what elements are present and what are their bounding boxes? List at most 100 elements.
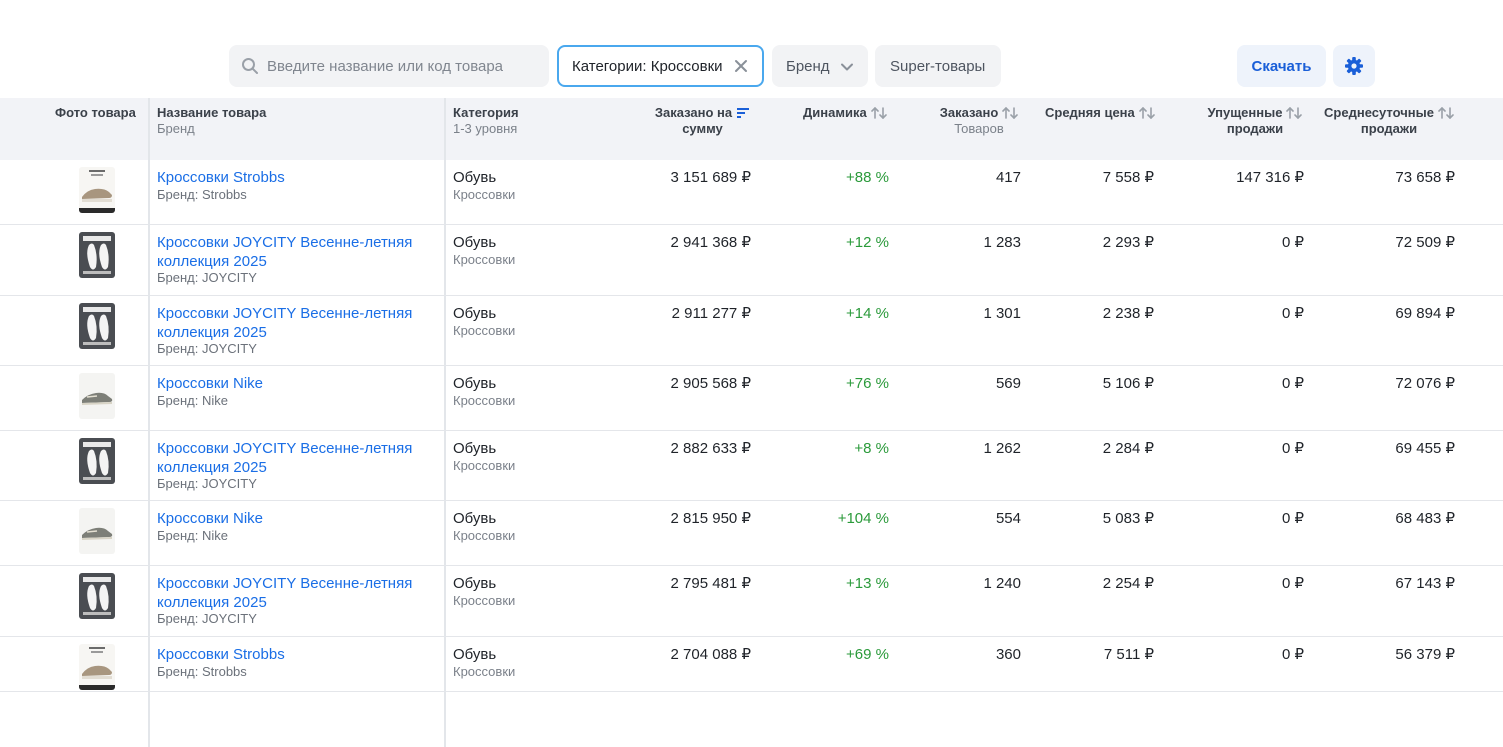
column-ordered[interactable]: Заказано Товаров xyxy=(935,105,1023,137)
daily-sales-cell: 73 658 ₽ xyxy=(1395,169,1455,186)
product-brand: Бренд: JOYCITY xyxy=(157,341,257,356)
subcategory-cell: Кроссовки xyxy=(453,593,516,608)
column-ordered-sublabel: Товаров xyxy=(954,121,1004,136)
super-products-filter[interactable]: Super-товары xyxy=(875,45,1001,87)
column-daily-sales[interactable]: Среднесуточные продажи xyxy=(1320,105,1458,137)
super-products-label: Super-товары xyxy=(890,57,986,75)
brand-filter-dropdown[interactable]: Бренд xyxy=(772,45,868,87)
table-row[interactable]: Кроссовки Nike Бренд: Nike Обувь Кроссовки 2… xyxy=(0,501,1503,566)
subcategory-cell: Кроссовки xyxy=(453,252,516,267)
close-icon[interactable] xyxy=(733,58,749,74)
sort-icon xyxy=(1138,107,1155,119)
column-name-sublabel: Бренд xyxy=(157,121,195,136)
sort-icon xyxy=(870,107,887,119)
column-category-label: Категория xyxy=(453,105,519,120)
sort-icon xyxy=(1438,107,1454,119)
sort-active-icon xyxy=(737,108,750,118)
category-cell: Обувь xyxy=(453,575,497,592)
category-cell: Обувь xyxy=(453,375,497,392)
column-name[interactable]: Название товара Бренд xyxy=(157,105,266,137)
ordered-sum-cell: 2 704 088 ₽ xyxy=(670,646,751,663)
column-divider xyxy=(444,98,446,747)
daily-sales-cell: 68 483 ₽ xyxy=(1395,510,1455,527)
avg-price-cell: 2 293 ₽ xyxy=(1102,234,1154,251)
column-ordered-sum-label: Заказано на xyxy=(654,105,733,120)
column-lost-sales-label: Упущенные xyxy=(1207,105,1283,120)
gear-icon xyxy=(1345,57,1363,75)
ordered-count-cell: 1 301 xyxy=(983,305,1021,322)
product-name-link[interactable]: Кроссовки JOYCITY Весенне-летняя коллекц… xyxy=(157,305,413,341)
table-row[interactable]: Кроссовки Strobbs Бренд: Strobbs Обувь Крос… xyxy=(0,160,1503,225)
dynamics-cell: +8 % xyxy=(854,440,889,457)
column-ordered-sum[interactable]: Заказано на сумму xyxy=(640,105,765,137)
avg-price-cell: 7 511 ₽ xyxy=(1103,646,1154,663)
product-name-link[interactable]: Кроссовки Nike xyxy=(157,375,264,392)
table-row[interactable]: Кроссовки Strobbs Бренд: Strobbs Обувь Крос… xyxy=(0,637,1503,692)
product-name-link[interactable]: Кроссовки Nike xyxy=(157,510,264,527)
product-photo[interactable] xyxy=(79,167,115,213)
ordered-sum-cell: 2 815 950 ₽ xyxy=(670,510,751,527)
product-photo[interactable] xyxy=(79,644,115,690)
column-lost-sales[interactable]: Упущенные продажи xyxy=(1203,105,1307,137)
product-name-link[interactable]: Кроссовки JOYCITY Весенне-летняя коллекц… xyxy=(157,440,413,476)
category-filter-chip[interactable]: Категории: Кроссовки xyxy=(557,45,764,87)
ordered-count-cell: 360 xyxy=(995,646,1021,663)
product-name-link[interactable]: Кроссовки JOYCITY Весенне-летняя коллекц… xyxy=(157,234,413,270)
category-filter-label: Категории: Кроссовки xyxy=(572,57,723,75)
lost-sales-cell: 0 ₽ xyxy=(1281,646,1304,663)
product-photo[interactable] xyxy=(79,303,115,349)
product-name-link[interactable]: Кроссовки JOYCITY Весенне-летняя коллекц… xyxy=(157,575,413,611)
dynamics-cell: +13 % xyxy=(846,575,889,592)
dynamics-cell: +12 % xyxy=(846,234,889,251)
lost-sales-cell: 0 ₽ xyxy=(1281,575,1304,592)
column-dynamics[interactable]: Динамика xyxy=(803,105,887,121)
column-category-sublabel: 1-3 уровня xyxy=(453,121,518,136)
settings-button[interactable] xyxy=(1333,45,1375,87)
sort-icon xyxy=(1286,107,1303,119)
column-category[interactable]: Категория 1-3 уровня xyxy=(453,105,519,137)
search-box[interactable] xyxy=(229,45,549,87)
table-row[interactable]: Кроссовки JOYCITY Весенне-летняя коллекц… xyxy=(0,296,1503,366)
category-cell: Обувь xyxy=(453,646,497,663)
avg-price-cell: 2 254 ₽ xyxy=(1102,575,1154,592)
product-photo[interactable] xyxy=(79,508,115,554)
avg-price-cell: 2 238 ₽ xyxy=(1102,305,1154,322)
product-brand: Бренд: JOYCITY xyxy=(157,270,257,285)
avg-price-cell: 5 106 ₽ xyxy=(1102,375,1154,392)
download-button[interactable]: Скачать xyxy=(1237,45,1326,87)
product-brand: Бренд: JOYCITY xyxy=(157,476,257,491)
search-icon xyxy=(242,58,258,74)
category-cell: Обувь xyxy=(453,510,497,527)
column-dynamics-label: Динамика xyxy=(803,105,867,120)
daily-sales-cell: 67 143 ₽ xyxy=(1395,575,1455,592)
column-photo-label: Фото товара xyxy=(55,105,136,120)
product-photo[interactable] xyxy=(79,573,115,619)
product-photo[interactable] xyxy=(79,373,115,419)
table-row[interactable]: Кроссовки JOYCITY Весенне-летняя коллекц… xyxy=(0,431,1503,501)
daily-sales-cell: 56 379 ₽ xyxy=(1395,646,1455,663)
ordered-sum-cell: 2 905 568 ₽ xyxy=(670,375,751,392)
search-input[interactable] xyxy=(267,57,537,75)
ordered-count-cell: 417 xyxy=(995,169,1021,186)
product-brand: Бренд: Nike xyxy=(157,393,228,408)
product-name-link[interactable]: Кроссовки Strobbs xyxy=(157,169,285,186)
avg-price-cell: 2 284 ₽ xyxy=(1102,440,1154,457)
lost-sales-cell: 0 ₽ xyxy=(1281,375,1304,392)
toolbar: Категории: Кроссовки Бренд Super-товары … xyxy=(0,0,1503,98)
daily-sales-cell: 72 509 ₽ xyxy=(1395,234,1455,251)
lost-sales-cell: 0 ₽ xyxy=(1281,305,1304,322)
column-avg-price[interactable]: Средняя цена xyxy=(1045,105,1155,121)
product-photo[interactable] xyxy=(79,438,115,484)
lost-sales-cell: 0 ₽ xyxy=(1281,510,1304,527)
lost-sales-cell: 0 ₽ xyxy=(1281,234,1304,251)
product-photo[interactable] xyxy=(79,232,115,278)
category-cell: Обувь xyxy=(453,169,497,186)
product-name-link[interactable]: Кроссовки Strobbs xyxy=(157,646,285,663)
column-lost-sales-label-2: продажи xyxy=(1226,121,1284,136)
table-row[interactable]: Кроссовки JOYCITY Весенне-летняя коллекц… xyxy=(0,225,1503,296)
product-brand: Бренд: Strobbs xyxy=(157,664,247,679)
table-row[interactable]: Кроссовки JOYCITY Весенне-летняя коллекц… xyxy=(0,566,1503,637)
table-row[interactable]: Кроссовки Nike Бренд: Nike Обувь Кроссовки 2… xyxy=(0,366,1503,431)
sort-icon xyxy=(1002,107,1019,119)
subcategory-cell: Кроссовки xyxy=(453,458,516,473)
